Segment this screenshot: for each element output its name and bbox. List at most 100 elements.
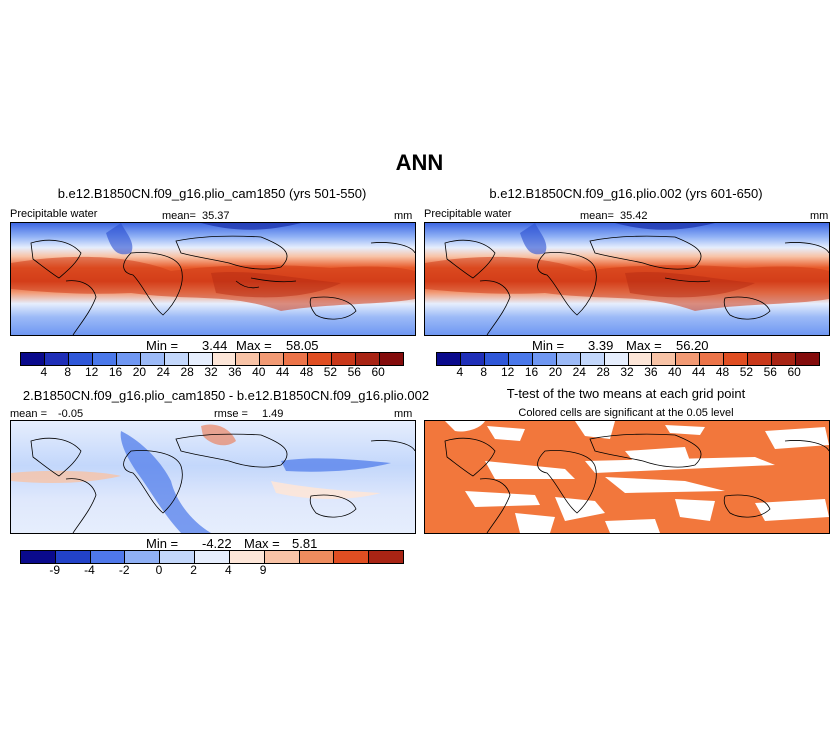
coastlines [444,235,829,335]
panel-2-colorbar [436,352,820,366]
panel-2-colorbar-tick-label: 52 [739,365,754,379]
panel-3-colorbar-color-swatch [334,551,370,563]
panel-2-colorbar-color-swatch [484,353,509,365]
warm-pool [625,272,755,298]
panel-1-colorbar-tick-label: 36 [228,365,242,379]
panel-1-colorbar-tick-label: 20 [132,365,147,379]
panel-1-mean-value: 35.37 [202,210,230,222]
panel-3-title: 2.B1850CN.f09_g16.plio_cam1850 - b.e12.B… [22,388,430,403]
panel-3-colorbar-tick-label: -4 [84,563,95,577]
north-africa-low [106,223,133,255]
panel-2-colorbar-color-swatch [437,353,461,365]
panel-1-colorbar-tick-label: 44 [275,365,290,379]
panel-1-colorbar-tick-label: 8 [64,365,72,379]
panel-1-colorbar-tick-label: 48 [299,365,314,379]
panel-3-colorbar-color-swatch [264,551,300,563]
panel-1-colorbar-tick-label: 24 [156,365,170,379]
panel-2-min-label: Min = [532,338,565,353]
panel-4-map [424,420,830,534]
panel-1-colorbar-tick-label: 28 [180,365,194,379]
coastlines [30,433,415,533]
panel-1-max-label: Max = [236,338,272,353]
panel-3-colorbar-tick-label: 0 [155,563,163,577]
panel-1-colorbar-color-swatch [380,353,403,365]
panel-2-colorbar-tick-label: 60 [787,365,801,379]
panel-2-colorbar-color-swatch [604,353,629,365]
panel-3-colorbar-color-swatch [229,551,265,563]
panel-2-colorbar-tick-label: 44 [691,365,706,379]
panel-3-rmse-label: rmse = [214,408,248,420]
panel-3-units: mm [394,408,413,420]
panel-2-colorbar-color-swatch [460,353,485,365]
panel-1-max-value: 58.05 [286,338,319,353]
panel-2-colorbar-color-swatch [652,353,677,365]
panel-1-colorbar-color-swatch [44,353,69,365]
panel-1-units: mm [394,210,413,222]
main-title: ANN [395,150,444,175]
panel-2-colorbar-tick-label: 16 [524,365,539,379]
panel-3-colorbar-tick-label: 2 [190,563,197,577]
panel-2-colorbar-color-swatch [748,353,773,365]
panel-2-mean-label: mean= [580,210,614,222]
panel-2-max-label: Max = [626,338,662,353]
panel-2-colorbar-tick-label: 12 [500,365,515,379]
panel-3-min-label: Min = [146,536,179,551]
tibetan-low [615,223,715,230]
panel-3-mean-value: -0.05 [58,408,84,420]
panel-1-colorbar-color-swatch [308,353,333,365]
warm-pool [211,272,341,298]
panel-1-colorbar-color-swatch [92,353,117,365]
panel-1-colorbar-tick-label: 40 [252,365,266,379]
panel-2-colorbar-color-swatch [628,353,653,365]
panel-3-colorbar-color-swatch [125,551,161,563]
panel-2-colorbar-color-swatch [676,353,701,365]
panel-1-colorbar-color-swatch [68,353,93,365]
panel-1-colorbar-color-swatch [284,353,309,365]
panel-2-colorbar-tick-label: 40 [668,365,682,379]
panel-2-min-value: 3.39 [588,338,614,353]
panel-3-colorbar-tick-label: -9 [49,563,61,577]
panel-3-colorbar-tick-label: 9 [259,563,267,577]
panel-3-max-value: 5.81 [292,536,318,551]
panel-2-variable: Precipitable water [424,208,512,220]
panel-1-colorbar-color-swatch [212,353,237,365]
positive-anomaly-asia [201,424,236,446]
panel-1-colorbar-tick-label: 4 [40,365,48,379]
panel-3-colorbar-tick-label: 4 [225,563,232,577]
panel-3-colorbar-color-swatch [369,551,403,563]
positive-anomaly-atlantic [11,470,121,484]
panel-3-rmse-value: 1.49 [262,408,284,420]
panel-1-colorbar-color-swatch [236,353,261,365]
panel-2-colorbar-tick-label: 20 [548,365,563,379]
panel-1-colorbar-tick-label: 16 [108,365,123,379]
tibetan-low [201,223,301,230]
panel-2-colorbar-color-swatch [796,353,819,365]
panel-1-min-label: Min = [146,338,179,353]
panel-2-colorbar-tick-label: 56 [763,365,777,379]
panel-1-colorbar-color-swatch [164,353,189,365]
panel-3-colorbar-color-swatch [160,551,196,563]
panel-2-units: mm [810,210,829,222]
panel-2-mean-value: 35.42 [620,210,648,222]
panel-1-colorbar-color-swatch [332,353,357,365]
panel-1-colorbar-color-swatch [140,353,165,365]
panel-1-colorbar-color-swatch [116,353,141,365]
panel-4-subtitle: Colored cells are significant at the 0.0… [518,407,734,419]
panel-1-colorbar [20,352,404,366]
panel-1-colorbar-ticks: 4 8 12 16 20 24 28 32 36 40 44 48 52 56 60 [20,365,402,379]
panel-2-colorbar-tick-label: 24 [572,365,586,379]
panel-3-max-label: Max = [244,536,280,551]
panel-2-colorbar-color-swatch [724,353,749,365]
panel-2-colorbar-color-swatch [772,353,797,365]
panel-3-colorbar-color-swatch [195,551,230,563]
panel-1-colorbar-tick-label: 32 [204,365,218,379]
panel-1-map [10,222,416,336]
panel-1-colorbar-color-swatch [21,353,45,365]
panel-2-colorbar-tick-label: 4 [456,365,464,379]
panel-2-colorbar-tick-label: 28 [596,365,610,379]
panel-1-colorbar-color-swatch [188,353,213,365]
panel-2-colorbar-tick-label: 32 [620,365,634,379]
panel-3-map [10,420,416,534]
panel-2-colorbar-tick-label: 48 [715,365,730,379]
panel-4-title: T-test of the two means at each grid poi… [506,386,746,401]
